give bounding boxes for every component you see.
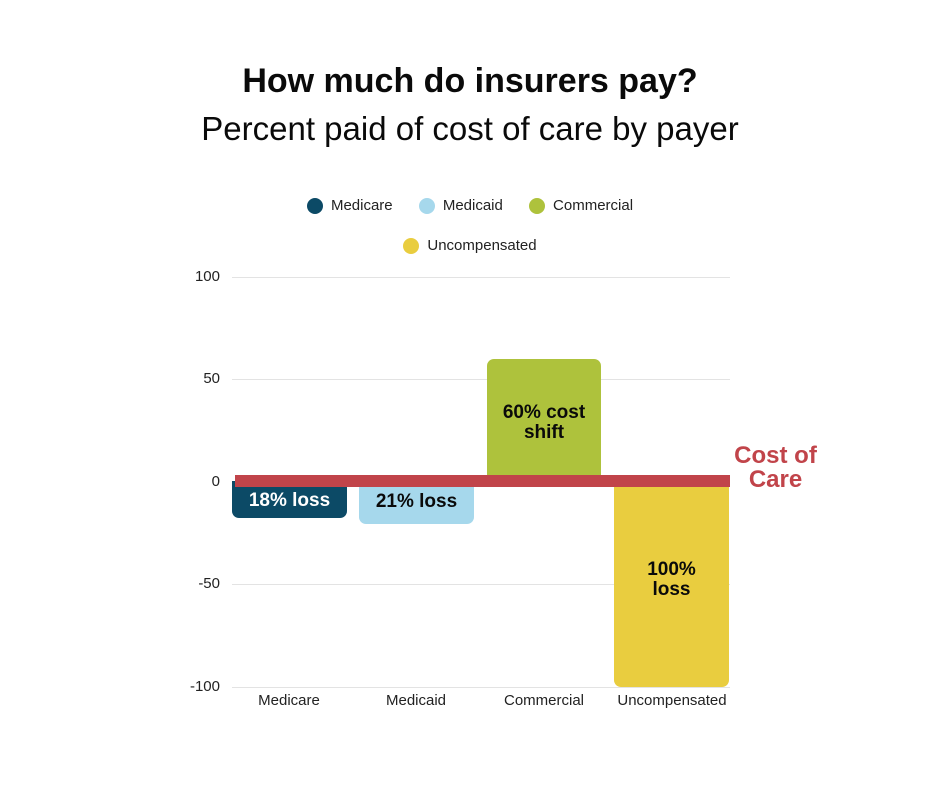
legend-item-medicaid[interactable]: Medicaid bbox=[418, 197, 503, 214]
x-tick-label: Medicare bbox=[258, 692, 320, 709]
x-tick-label: Uncompensated bbox=[617, 692, 727, 709]
legend-dot-icon bbox=[529, 197, 546, 214]
legend-label: Medicaid bbox=[442, 197, 503, 214]
y-tick-label: 0 bbox=[211, 473, 220, 490]
bar-uncompensated[interactable]: 100% loss bbox=[614, 481, 729, 687]
bar-label: 18% loss bbox=[248, 489, 331, 511]
cost-of-care-line bbox=[235, 475, 730, 487]
y-tick-label: -100 bbox=[189, 678, 220, 695]
bar-label: 60% cost shift bbox=[502, 402, 586, 443]
y-tick-label: -50 bbox=[198, 575, 220, 592]
gridline bbox=[232, 584, 730, 585]
gridline bbox=[232, 687, 730, 688]
legend-item-medicare[interactable]: Medicare bbox=[306, 197, 393, 214]
y-tick-label: 100 bbox=[194, 268, 220, 285]
legend-dot-icon bbox=[306, 197, 323, 214]
x-tick-label: Medicaid bbox=[385, 692, 447, 709]
legend-dot-icon bbox=[418, 197, 435, 214]
legend-label: Medicare bbox=[330, 197, 393, 214]
bar-commercial[interactable]: 60% cost shift bbox=[487, 359, 601, 481]
x-tick-label: Commercial bbox=[503, 692, 584, 709]
legend-item-uncompensated[interactable]: Uncompensated bbox=[403, 237, 537, 254]
chart-subtitle: Percent paid of cost of care by payer bbox=[201, 110, 739, 147]
bar-label: 100% loss bbox=[647, 559, 696, 600]
chart-title: How much do insurers pay? bbox=[242, 62, 698, 100]
cost-of-care-label: Cost of Care bbox=[734, 442, 817, 493]
bar-medicare[interactable]: 18% loss bbox=[232, 481, 347, 518]
legend-label: Uncompensated bbox=[427, 237, 537, 254]
bar-medicaid[interactable]: 21% loss bbox=[359, 481, 474, 524]
gridline bbox=[232, 379, 730, 380]
gridline bbox=[232, 277, 730, 278]
legend-dot-icon bbox=[403, 237, 420, 254]
legend-label: Commercial bbox=[553, 197, 634, 214]
bar-label: 21% loss bbox=[375, 490, 458, 512]
y-tick-label: 50 bbox=[203, 370, 220, 387]
legend-item-commercial[interactable]: Commercial bbox=[529, 197, 633, 214]
